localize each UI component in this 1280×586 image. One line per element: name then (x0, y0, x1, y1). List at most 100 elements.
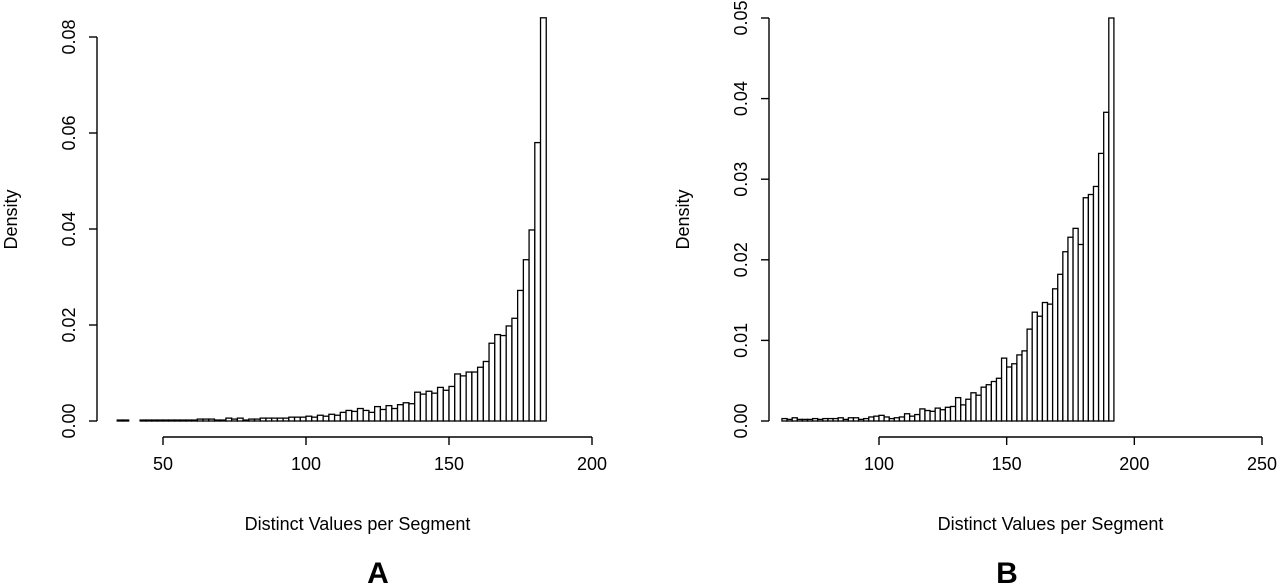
y-axis-title: Density (1, 189, 21, 249)
histogram-bar (190, 419, 198, 422)
y-tick-label: 0.03 (731, 162, 751, 197)
histogram-bar (857, 418, 865, 422)
histogram-bar (786, 418, 793, 422)
histogram-bar (847, 417, 855, 422)
histogram-bar (253, 418, 261, 422)
histogram-bar (185, 419, 193, 422)
histogram-bar (259, 417, 267, 422)
histogram-bar (1087, 193, 1095, 422)
histogram-bar (888, 417, 895, 422)
x-tick-label: 100 (291, 454, 321, 474)
histogram-bar (903, 413, 911, 422)
y-tick-label: 0.00 (59, 403, 79, 438)
histogram-bar (139, 419, 147, 422)
histogram-bar (975, 394, 982, 422)
histogram-bar (970, 392, 977, 422)
histogram-bar (236, 417, 244, 422)
x-tick-label: 50 (153, 454, 173, 474)
histogram-bar (356, 407, 364, 422)
x-tick-label: 250 (1247, 454, 1277, 474)
y-tick-label: 0.04 (731, 81, 751, 116)
histogram-bar (990, 380, 998, 422)
histogram-bar (832, 417, 839, 422)
histogram-bar (448, 385, 456, 422)
histogram-bar (168, 419, 176, 422)
histogram-bar (368, 411, 376, 422)
y-tick-label: 0.05 (731, 0, 751, 35)
histogram-bar (1082, 197, 1090, 422)
histogram-bar (1046, 303, 1054, 422)
histogram-bar (494, 333, 502, 422)
histogram-bar (1026, 328, 1033, 422)
y-tick-label: 0.06 (59, 115, 79, 150)
histogram-bar (944, 406, 952, 422)
panel-a: 0.00 0.02 0.04 0.06 0.08 50 100 150 200 Distinct … (1, 17, 607, 586)
histogram-bar (960, 404, 967, 422)
histogram-bar (898, 416, 906, 422)
histogram-bar (1041, 301, 1049, 422)
histogram-bar (282, 417, 290, 422)
histogram-bar (954, 396, 962, 422)
histogram-bar (373, 405, 382, 422)
histogram-bar (213, 419, 221, 422)
histogram-bar (827, 417, 834, 422)
histogram-bar (299, 416, 307, 422)
histogram-bar (145, 419, 153, 422)
y-tick-label: 0.01 (731, 323, 751, 358)
histogram-bar (471, 371, 479, 422)
histogram-bar (402, 402, 410, 422)
x-axis-title: Distinct Values per Segment (245, 514, 471, 534)
histogram-bar (339, 411, 347, 422)
x-tick-label: 200 (1119, 454, 1149, 474)
histogram-bar (345, 409, 353, 422)
histogram-bar (265, 417, 273, 422)
histogram-bar (934, 407, 941, 422)
histogram-bar (837, 417, 844, 422)
histogram-bar (396, 404, 404, 422)
histogram-bar (476, 366, 484, 422)
histogram-bar (1006, 366, 1013, 422)
histogram-bar (288, 416, 296, 422)
histogram-bar (878, 414, 885, 422)
histogram-bar (156, 419, 164, 422)
histogram-bar (914, 413, 921, 422)
x-axis-title: Distinct Values per Segment (938, 514, 1164, 534)
x-tick-label: 200 (577, 454, 607, 474)
histogram-bar (419, 393, 427, 422)
histogram-bar (208, 418, 216, 422)
histogram-bar (276, 417, 284, 422)
histogram-bar (980, 386, 987, 422)
histogram-bar (1077, 243, 1084, 422)
histogram-bar (505, 325, 513, 422)
histogram-bar (796, 418, 804, 422)
histogram-bar (322, 415, 330, 422)
histogram-bar (1108, 17, 1115, 422)
histogram-bar (1062, 251, 1069, 422)
histogram-bar (465, 371, 473, 422)
histogram-bar (1072, 227, 1079, 422)
histogram-bar (459, 375, 467, 422)
histogram-bar (1092, 185, 1100, 422)
panel-label: B (996, 557, 1018, 586)
histogram-bar (499, 334, 507, 422)
histogram-bar (311, 416, 319, 422)
histogram-bar (442, 389, 450, 422)
histogram-bar (351, 410, 359, 422)
histogram-bar (929, 410, 936, 422)
histogram-bar (965, 398, 972, 422)
histogram-bar (362, 409, 370, 422)
histogram-bar (1016, 354, 1023, 422)
histogram-bar (379, 408, 387, 422)
histogram-bar (949, 405, 957, 422)
histogram-bar (852, 417, 860, 422)
histogram-bar (1057, 273, 1064, 422)
histogram-bar (516, 289, 525, 422)
x-tick-label: 150 (434, 454, 464, 474)
histogram-bar (333, 414, 341, 422)
histogram-bar (1103, 111, 1110, 422)
histogram-bar (801, 418, 809, 422)
histogram-bar (528, 229, 536, 422)
y-axis-title: Density (673, 189, 693, 249)
histogram-bar (522, 259, 530, 422)
